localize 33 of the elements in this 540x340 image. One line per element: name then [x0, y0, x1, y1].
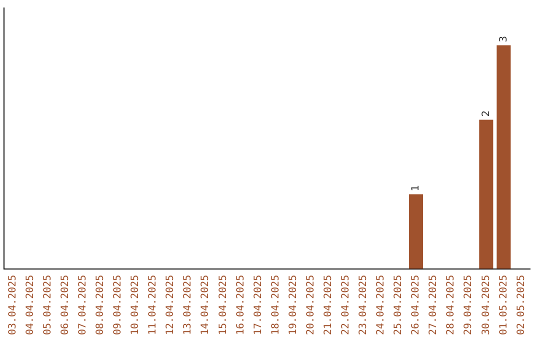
x-tick-label: 01.05.2025 [498, 274, 510, 336]
x-tick-label: 15.04.2025 [218, 274, 229, 336]
x-tick-label: 30.04.2025 [480, 274, 492, 336]
x-tick-label: 27.04.2025 [428, 274, 440, 336]
x-tick-label: 19.04.2025 [288, 274, 299, 336]
x-tick-label: 12.04.2025 [165, 274, 176, 336]
x-tick-label: 06.04.2025 [60, 274, 71, 336]
x-tick-label: 09.04.2025 [112, 274, 124, 336]
x-tick-label: 17.04.2025 [252, 274, 264, 336]
x-tick-label: 18.04.2025 [270, 274, 282, 336]
x-tick-label: 07.04.2025 [77, 274, 88, 336]
x-tick-label: 05.04.2025 [42, 274, 54, 336]
data-label: 1 [410, 184, 422, 192]
x-tick-label: 11.04.2025 [148, 274, 159, 336]
x-tick-label: 22.04.2025 [340, 274, 352, 336]
data-label: 3 [498, 36, 510, 42]
x-tick-label: 24.04.2025 [376, 274, 387, 336]
x-tick-label: 26.04.2025 [410, 274, 422, 336]
x-tick-label: 10.04.2025 [130, 274, 142, 336]
x-tick-label: 04.04.2025 [24, 274, 36, 336]
x-tick-label: 03.04.2025 [7, 274, 18, 336]
x-tick-label: 20.04.2025 [305, 274, 316, 336]
x-tick-label: 23.04.2025 [358, 274, 370, 336]
x-tick-label: 28.04.2025 [446, 274, 457, 336]
x-tick-label: 08.04.2025 [95, 274, 106, 336]
x-tick-label: 29.04.2025 [463, 274, 474, 336]
x-tick-label: 21.04.2025 [322, 274, 334, 336]
x-tick-label: 02.05.2025 [516, 274, 527, 336]
data-label: 2 [480, 110, 492, 117]
x-tick-label: 25.04.2025 [393, 274, 404, 336]
x-tick-label: 13.04.2025 [182, 274, 194, 336]
x-tick-label: 14.04.2025 [200, 274, 212, 336]
x-tick-label: 16.04.2025 [235, 274, 246, 336]
